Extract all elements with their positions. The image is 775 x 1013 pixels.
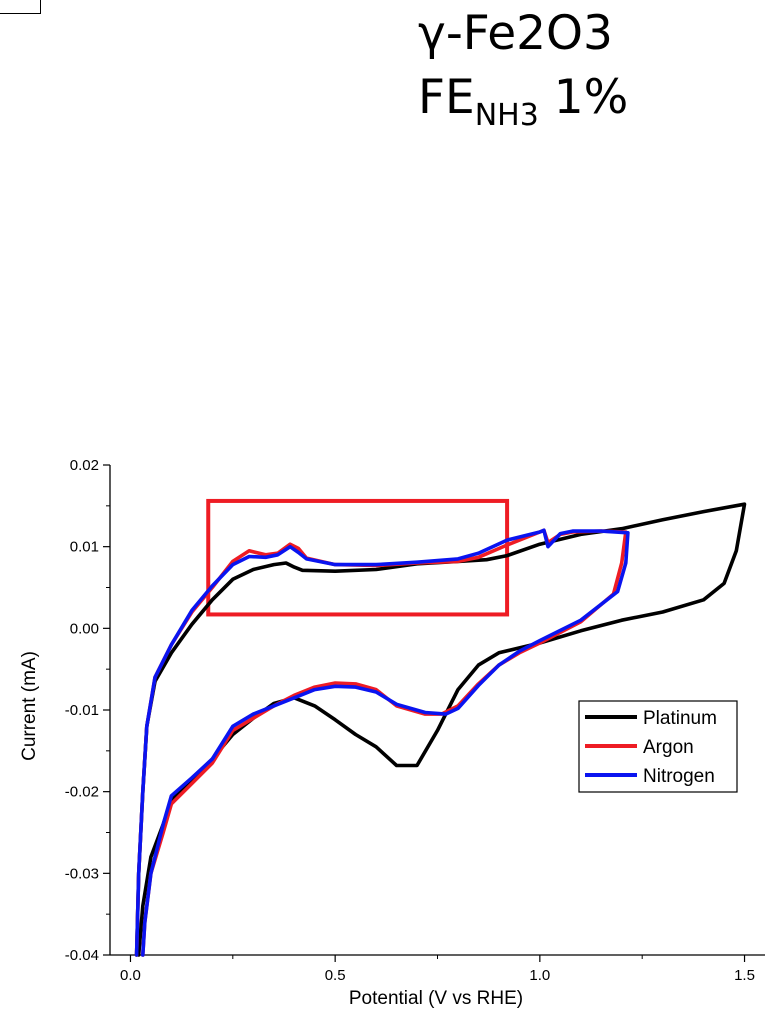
y-tick-label: 0.01: [70, 539, 99, 556]
axes: 0.0 0.5 1.0 1.5 -0.04 -0.03 -0.02 -0.01 0.00 0.01…: [65, 457, 765, 984]
y-tick-label: -0.01: [65, 702, 99, 719]
y-tick-label: -0.02: [65, 784, 99, 801]
figure-annotation: γ-Fe2O3 FENH3 1%: [418, 2, 629, 133]
y-tick-label: -0.03: [65, 865, 99, 882]
x-tick-label: 1.5: [734, 967, 755, 984]
highlight-box: [206, 498, 510, 617]
y-axis-label: Current (mA): [19, 651, 40, 761]
y-tick-label: -0.04: [65, 947, 99, 964]
fe-subscript: NH3: [474, 98, 539, 133]
legend-label-nitrogen: Nitrogen: [643, 766, 715, 787]
x-tick-label: 0.5: [325, 967, 346, 984]
y-tick-label: 0.00: [70, 620, 99, 637]
legend: Platinum Argon Nitrogen: [578, 700, 738, 793]
fe-value: 1%: [553, 70, 629, 125]
y-tick-label: 0.02: [70, 457, 99, 474]
x-tick-label: 0.0: [120, 967, 141, 984]
series-layer: [134, 502, 747, 957]
x-axis-label: Potential (V vs RHE): [349, 988, 523, 1009]
highlight-layer: [206, 498, 510, 617]
legend-label-argon: Argon: [643, 737, 694, 758]
series-line-platinum: [134, 502, 747, 957]
fe-symbol: FE: [418, 70, 475, 125]
legend-label-platinum: Platinum: [643, 708, 717, 729]
material-label: γ-Fe2O3: [418, 6, 613, 61]
x-tick-label: 1.0: [529, 967, 550, 984]
corner-frame: [0, 0, 41, 14]
faradaic-efficiency-label: FENH3 1%: [418, 66, 629, 133]
series-line-nitrogen: [134, 528, 630, 957]
